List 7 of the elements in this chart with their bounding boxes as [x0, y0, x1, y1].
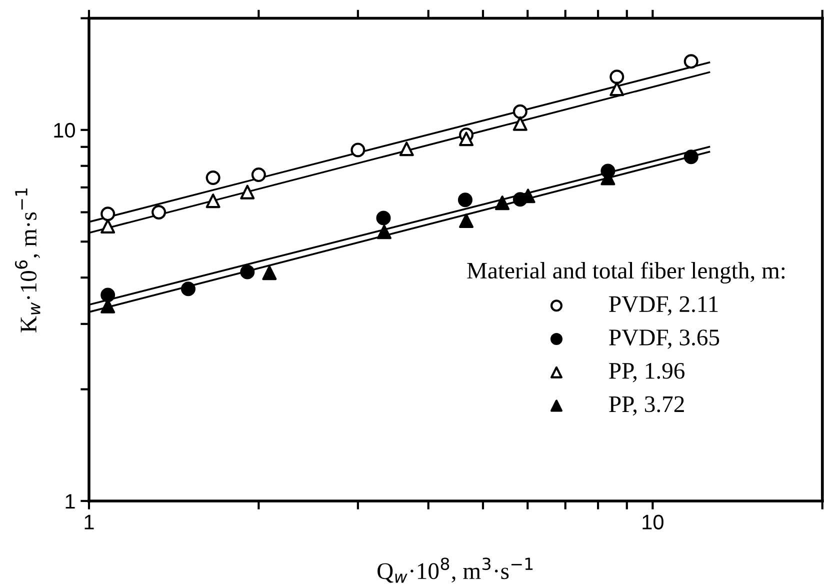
legend-title: Material and total fiber length, m:	[467, 262, 785, 284]
legend-label: PP, 1.96	[609, 362, 684, 382]
y-axis-title: K$_{w}$·10$^{6}$, m·s$^{−1}$	[15, 188, 40, 332]
legend-label: PVDF, 3.65	[609, 330, 720, 349]
legend-label: PP, 3.72	[609, 396, 684, 416]
x-axis-title: Q$_{w}$·10$^{8}$, m$^{3}$·s$^{−1}$	[378, 558, 533, 583]
legend-label: PVDF, 2.11	[609, 296, 718, 316]
